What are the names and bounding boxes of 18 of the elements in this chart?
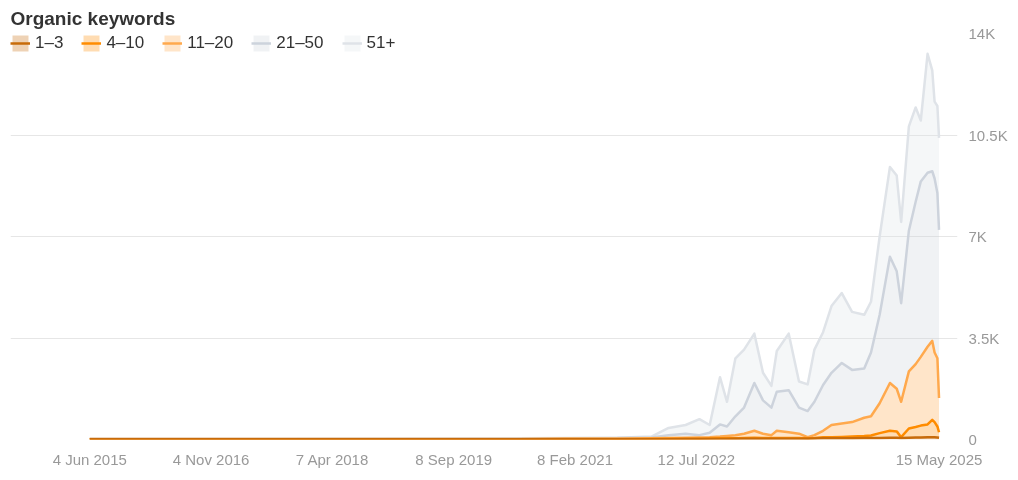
legend-label: 11–20 (187, 33, 234, 53)
x-tick-label: 7 Apr 2018 (295, 450, 369, 468)
y-tick-label: 0 (968, 431, 977, 448)
legend-label: 51+ (366, 33, 396, 53)
y-tick-label: 7K (968, 228, 987, 245)
y-tick-label: 3.5K (968, 329, 1000, 347)
chart-title: Organic keywords (10, 7, 176, 29)
x-tick-label: 12 Jul 2022 (657, 450, 736, 468)
x-tick-label: 4 Jun 2015 (52, 450, 127, 468)
x-tick-label: 15 May 2025 (895, 450, 983, 468)
y-tick-label: 14K (968, 25, 996, 42)
x-tick-label: 4 Nov 2016 (172, 450, 250, 468)
x-tick-label: 8 Feb 2021 (537, 450, 614, 468)
legend-label: 21–50 (276, 33, 324, 53)
legend-label: 4–10 (106, 33, 145, 53)
y-tick-label: 10.5K (968, 126, 1008, 144)
legend-label: 1–3 (35, 33, 64, 53)
x-tick-label: 8 Sep 2019 (415, 450, 493, 468)
